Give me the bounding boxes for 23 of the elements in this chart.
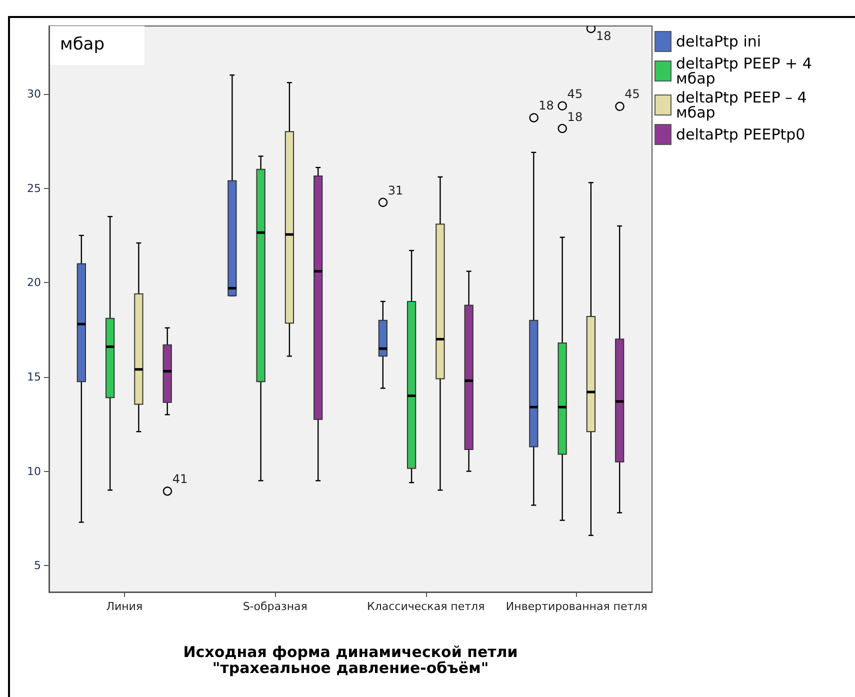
x-axis-title: Исходная форма динамической петли "трахеальное давление-объём" [183,643,518,677]
y-tick-label: 5 [34,559,41,572]
annotation: 18 [538,98,554,113]
annotation: 45 [624,87,640,102]
legend-label: deltaPtp ini [676,32,762,50]
legend-label: deltaPtp PEEPtp0 [676,126,806,144]
y-tick-label: 10 [27,464,41,478]
y-tick-label: 20 [27,276,41,290]
annotation: 18 [596,28,612,43]
annotation: 18 [567,110,583,124]
legend-label: deltaPtp PEEP – 4 мбар [676,88,812,122]
y-tick-label: 15 [27,370,41,384]
y-axis-title: мбар [60,34,105,54]
legend-label: deltaPtp PEEP + 4 мбар [676,54,817,88]
annotation: 45 [567,87,583,102]
y-tick-label: 30 [27,87,41,100]
annotation: 31 [388,183,404,198]
annotation: 41 [172,472,188,486]
x-tick-label: Линия [106,600,143,613]
x-tick-label: Классическая петля [367,600,485,613]
y-tick-label: 25 [27,182,41,195]
x-tick-label: Инвертированная петля [506,600,648,613]
x-tick-label: S-образная [242,600,308,613]
